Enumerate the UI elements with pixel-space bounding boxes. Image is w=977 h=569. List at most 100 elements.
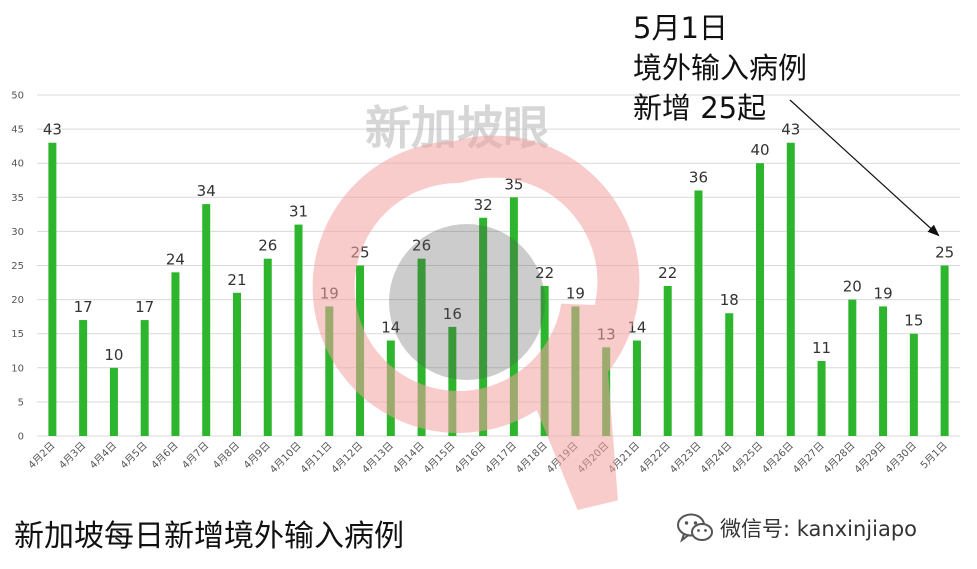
data-label: 15: [904, 312, 923, 330]
x-tick-label: 4月2日: [26, 440, 58, 472]
data-label: 14: [627, 319, 646, 337]
bar: [848, 299, 857, 436]
y-tick-label: 5: [18, 397, 24, 408]
data-label: 25: [935, 244, 954, 262]
data-label: 20: [843, 278, 862, 296]
annotation-text: 5月1日 境外输入病例 新增 25起: [633, 8, 807, 128]
data-label: 22: [535, 264, 554, 282]
bar: [663, 285, 672, 436]
bar: [386, 340, 395, 436]
y-tick-label: 45: [11, 125, 24, 136]
y-tick-label: 20: [11, 295, 24, 306]
data-label: 18: [720, 291, 739, 309]
y-tick-label: 15: [11, 329, 24, 340]
bar: [294, 224, 303, 436]
x-tick-label: 4月6日: [149, 440, 181, 472]
bar: [940, 265, 949, 436]
x-tick-label: 4月27日: [791, 440, 827, 476]
bar: [540, 285, 549, 436]
x-tick-label: 4月9日: [241, 440, 273, 472]
x-tick-label: 4月4日: [87, 440, 119, 472]
data-label: 14: [381, 319, 400, 337]
x-tick-label: 4月29日: [852, 440, 888, 476]
data-labels: 43 17 10 17 24 34 21 26 31 19 25 14 26 16 32 35 22 19 13 14…: [43, 121, 954, 364]
data-label: 22: [658, 264, 677, 282]
bar: [48, 142, 57, 437]
bar: [571, 306, 580, 436]
bar: [448, 326, 457, 436]
data-label: 32: [474, 196, 493, 214]
x-tick-label: 4月10日: [268, 440, 304, 476]
data-label: 24: [166, 250, 185, 268]
annotation-line-1: 5月1日: [633, 11, 728, 45]
bar: [602, 347, 611, 436]
data-label: 25: [351, 244, 370, 262]
y-tick-label: 40: [11, 159, 24, 170]
y-axis-ticks: 0 5 10 15 20 25 30 35 40 45 50: [11, 91, 24, 443]
data-label: 26: [412, 237, 431, 255]
x-tick-label: 4月22日: [637, 440, 673, 476]
data-label: 43: [43, 121, 62, 139]
data-label: 19: [566, 284, 585, 302]
x-tick-label: 4月12日: [329, 440, 365, 476]
annotation-arrow: [789, 99, 940, 237]
bars: [48, 142, 949, 437]
data-label: 17: [74, 298, 93, 316]
bar: [232, 292, 241, 436]
bar: [632, 340, 641, 436]
data-label: 13: [597, 325, 616, 343]
y-tick-label: 10: [11, 363, 24, 374]
y-tick-label: 50: [11, 91, 24, 102]
data-label: 11: [812, 339, 831, 357]
x-tick-label: 4月11日: [298, 440, 334, 476]
bar: [725, 313, 734, 436]
bar: [417, 258, 426, 436]
x-tick-label: 4月15日: [421, 440, 457, 476]
y-tick-label: 0: [18, 432, 24, 443]
x-tick-label: 4月5日: [118, 440, 150, 472]
data-label: 34: [197, 182, 216, 200]
x-tick-label: 4月7日: [180, 440, 212, 472]
x-tick-label: 4月8日: [210, 440, 242, 472]
bar: [694, 190, 703, 436]
bar: [756, 163, 765, 436]
bar: [171, 272, 180, 436]
x-tick-label: 4月16日: [452, 440, 488, 476]
x-tick-label: 4月14日: [391, 440, 427, 476]
x-tick-label: 4月30日: [883, 440, 919, 476]
bar: [479, 217, 488, 436]
bar: [79, 320, 88, 436]
data-label: 17: [135, 298, 154, 316]
data-label: 43: [781, 121, 800, 139]
x-tick-label: 4月28日: [821, 440, 857, 476]
x-tick-label: 4月20日: [575, 440, 611, 476]
x-tick-label: 4月19日: [544, 440, 580, 476]
data-label: 31: [289, 203, 308, 221]
data-label: 19: [320, 284, 339, 302]
x-tick-label: 5月1日: [918, 440, 950, 472]
data-label: 10: [104, 346, 123, 364]
y-tick-label: 30: [11, 227, 24, 238]
bar: [817, 360, 826, 436]
x-tick-label: 4月3日: [57, 440, 89, 472]
data-label: 40: [750, 141, 769, 159]
bar: [909, 333, 918, 436]
annotation-line-3: 新增 25起: [633, 91, 767, 125]
x-tick-label: 4月26日: [760, 440, 796, 476]
annotation-line-2: 境外输入病例: [633, 51, 808, 85]
x-tick-label: 4月25日: [729, 440, 765, 476]
x-tick-label: 4月23日: [667, 440, 703, 476]
x-tick-label: 4月21日: [606, 440, 642, 476]
x-tick-label: 4月13日: [360, 440, 396, 476]
data-label: 21: [227, 271, 246, 289]
data-label: 26: [258, 237, 277, 255]
x-tick-label: 4月18日: [514, 440, 550, 476]
wechat-label: 微信号: kanxinjiapo: [720, 517, 918, 541]
bar: [509, 197, 518, 436]
x-axis-ticks: 4月2日 4月3日 4月4日 4月5日 4月6日 4月7日 4月8日 4月9日4月10日4月1…: [26, 440, 950, 476]
data-label: 16: [443, 305, 462, 323]
bar: [879, 306, 888, 436]
bar: [356, 265, 365, 436]
data-label: 19: [874, 284, 893, 302]
bar: [109, 367, 118, 436]
